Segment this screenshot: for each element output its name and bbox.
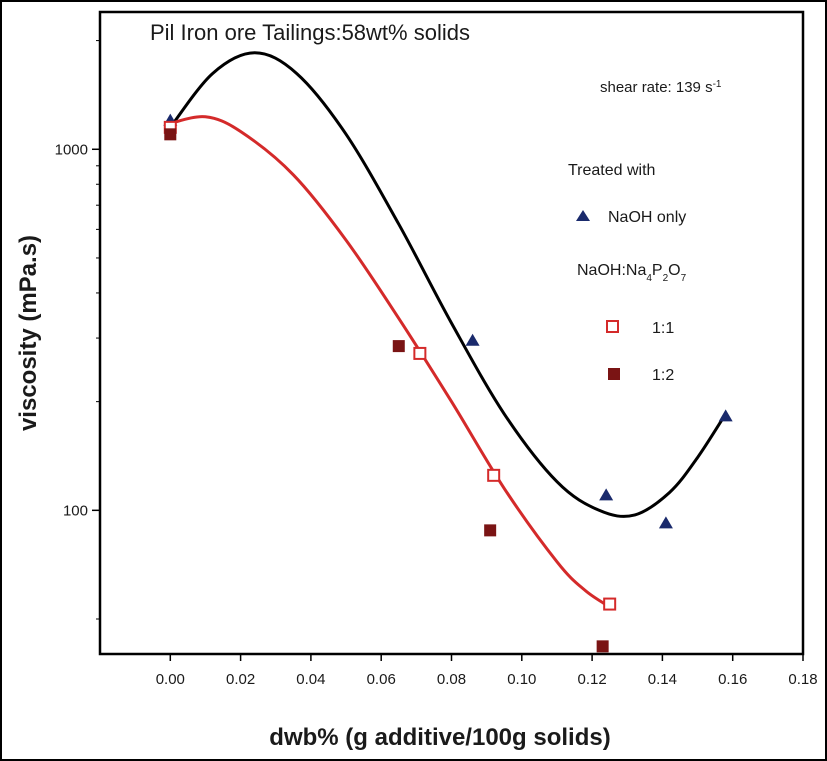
legend-sub-4: 4 [646,273,652,284]
shear-rate-annotation: shear rate: 139 s-1 [600,79,722,97]
y-tick-label: 100 [63,502,88,519]
legend-marker-ratio-1-1 [606,320,619,333]
data-point-ratio-1-1 [603,597,617,611]
x-tick-label: 0.00 [156,671,185,688]
x-tick-label: 0.04 [296,671,325,688]
data-point-ratio-1-2 [164,128,177,141]
x-tick-label: 0.02 [226,671,255,688]
data-points [163,113,733,653]
y-tick-label: 1000 [55,141,88,158]
y-axis-label: viscosity (mPa.s) [15,235,42,431]
fit-curve-ratio-1-1 [169,115,611,609]
x-tick-label: 0.10 [507,671,536,688]
data-point-ratio-1-2 [484,524,497,537]
x-axis-label: dwb% (g additive/100g solids) [269,724,610,751]
data-point-naoh [718,409,733,422]
data-point-naoh [465,333,480,346]
legend-label-ratio-1-2: 1:2 [652,367,674,384]
legend-marker-naoh [576,210,590,221]
data-point-ratio-1-2 [392,340,405,353]
legend-marker-ratio-1-2 [608,368,620,380]
x-tick-label: 0.18 [788,671,817,688]
shear-rate-text: shear rate: 139 s [600,79,713,96]
x-tick-label: 0.06 [367,671,396,688]
x-axis-ticks: 0.00 0.02 0.04 0.06 0.08 0.10 0.12 0.14 0.16 0.18 [156,654,818,688]
fit-curve-naoh [169,51,727,518]
legend-group2-heading-base: NaOH:Na [577,262,646,279]
legend: Treated with NaOH only NaOH:Na4P2O7 1:1 … [568,162,687,384]
fit-curves [169,51,727,609]
data-point-ratio-1-1 [413,346,427,360]
data-point-naoh [658,516,673,529]
y-axis-ticks: 100 1000 [55,40,100,620]
legend-o: O [668,262,680,279]
data-point-naoh [599,488,614,501]
data-point-ratio-1-1 [487,468,501,482]
legend-label-ratio-1-1: 1:1 [652,320,674,337]
legend-p: P [652,262,663,279]
x-tick-label: 0.14 [648,671,677,688]
shear-rate-unit-exponent: -1 [713,79,722,90]
data-point-ratio-1-2 [596,640,609,653]
x-tick-label: 0.16 [718,671,747,688]
legend-label-naoh: NaOH only [608,209,686,226]
x-tick-label: 0.08 [437,671,466,688]
legend-sub-2: 2 [663,273,669,284]
legend-sub-7: 7 [681,273,687,284]
legend-group2-heading: NaOH:Na4P2O7 [577,262,687,284]
chart-title: Pil Iron ore Tailings:58wt% solids [150,20,470,45]
x-tick-label: 0.12 [577,671,606,688]
legend-heading: Treated with [568,162,655,179]
